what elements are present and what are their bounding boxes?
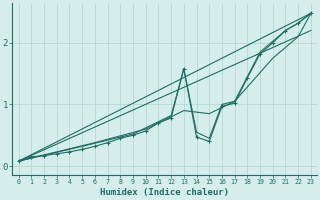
X-axis label: Humidex (Indice chaleur): Humidex (Indice chaleur) bbox=[100, 188, 229, 197]
